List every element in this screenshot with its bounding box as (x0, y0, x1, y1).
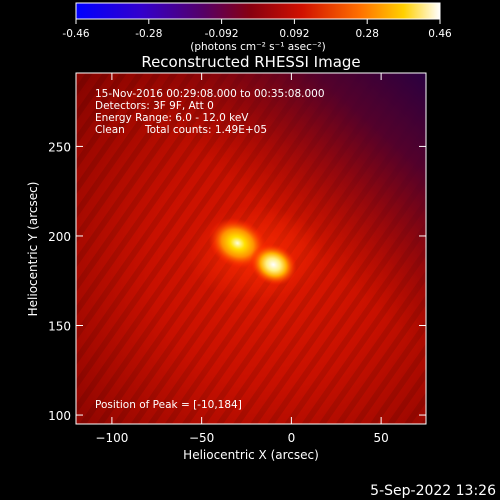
y-tick-label: 100 (48, 409, 71, 423)
annotation-peak-position: Position of Peak = [-10,184] (95, 399, 242, 411)
colorbar-unit-label: (photons cm⁻² s⁻¹ asec⁻²) (190, 41, 325, 53)
y-tick-label: 250 (48, 140, 71, 154)
annotation-time-range: 15-Nov-2016 00:29:08.000 to 00:35:08.000 (95, 88, 325, 100)
colorbar-tick-label: -0.28 (135, 28, 162, 40)
y-axis-label: Heliocentric Y (arcsec) (26, 182, 40, 317)
axis-ticks: −100 −50 0 50 100 150 200 250 (48, 73, 426, 445)
colorbar-tick-label: 0.46 (428, 28, 452, 40)
annotation-total-counts: Total counts: 1.49E+05 (144, 124, 267, 136)
annotation-detectors: Detectors: 3F 9F, Att 0 (95, 100, 214, 112)
colorbar-tick-label: 0.092 (279, 28, 309, 40)
footer-timestamp: 5-Sep-2022 13:26 (370, 483, 496, 499)
annotation-method: Clean (95, 124, 125, 136)
x-tick-label: −50 (189, 431, 214, 445)
plot-frame (75, 72, 427, 425)
y-tick-label: 200 (48, 230, 71, 244)
annotation-energy-range: Energy Range: 6.0 - 12.0 keV (95, 112, 249, 124)
x-axis-label: Heliocentric X (arcsec) (183, 448, 319, 462)
x-tick-label: 0 (288, 431, 296, 445)
chart-title: Reconstructed RHESSI Image (141, 53, 360, 71)
colorbar-ticks: -0.46 -0.28 -0.092 0.092 0.28 0.46 (62, 19, 452, 40)
colorbar-tick-label: -0.092 (205, 28, 239, 40)
heatmap-image (76, 73, 426, 424)
x-tick-label: 50 (373, 431, 388, 445)
colorbar-tick-label: 0.28 (356, 28, 379, 40)
colorbar (75, 2, 441, 20)
colorbar-tick-label: -0.46 (62, 28, 89, 40)
emission-source (250, 243, 297, 286)
x-tick-label: −100 (95, 431, 128, 445)
y-tick-label: 150 (48, 320, 71, 334)
